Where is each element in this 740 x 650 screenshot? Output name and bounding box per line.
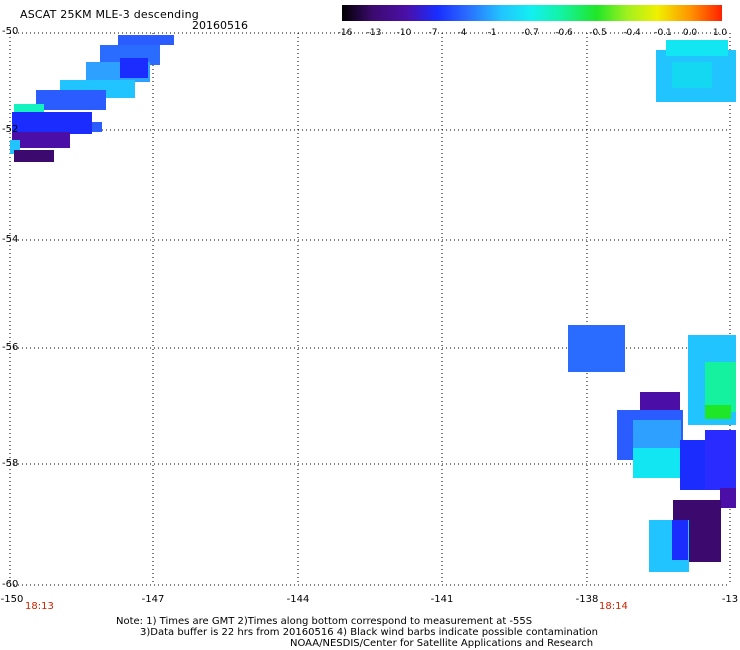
swath-upper-left bbox=[10, 35, 174, 162]
lon-label: -144 bbox=[286, 594, 310, 605]
map-date: 20160516 bbox=[192, 19, 248, 32]
colorbar-label: -16 bbox=[337, 28, 353, 38]
note-line-3: NOAA/NESDIS/Center for Satellite Applica… bbox=[290, 638, 594, 649]
lat-label: -60 bbox=[2, 579, 19, 590]
colorbar bbox=[342, 5, 722, 21]
colorbar-label: -4 bbox=[457, 28, 467, 38]
lon-label: -13 bbox=[721, 594, 739, 605]
lat-label: -52 bbox=[2, 124, 19, 135]
colorbar-label: 1.0 bbox=[712, 28, 728, 38]
lon-label: -141 bbox=[430, 594, 454, 605]
map-title: ASCAT 25KM MLE-3 descending bbox=[20, 8, 199, 21]
graticule bbox=[9, 32, 731, 586]
colorbar-label: -13 bbox=[366, 28, 382, 38]
swath-upper-right bbox=[656, 40, 736, 102]
colorbar-label: -0.5 bbox=[589, 28, 607, 38]
lat-label: -50 bbox=[2, 26, 19, 37]
swath-lower-right bbox=[568, 325, 736, 572]
colorbar-label: -0.1 bbox=[654, 28, 672, 38]
colorbar-label: -10 bbox=[396, 28, 412, 38]
colorbar-label: -0.4 bbox=[623, 28, 641, 38]
time-label-right: 18:14 bbox=[599, 601, 628, 612]
note-line-2: 3)Data buffer is 22 hrs from 20160516 4)… bbox=[140, 627, 598, 638]
lon-label: -147 bbox=[141, 594, 165, 605]
note-line-1: Note: 1) Times are GMT 2)Times along bot… bbox=[116, 616, 533, 627]
lon-label: -138 bbox=[575, 594, 599, 605]
lon-label: -150 bbox=[0, 594, 24, 605]
colorbar-label: -0.7 bbox=[521, 28, 539, 38]
colorbar-label: -1 bbox=[487, 28, 497, 38]
lat-label: -58 bbox=[2, 458, 19, 469]
colorbar-label: -7 bbox=[428, 28, 438, 38]
colorbar-label: 0.0 bbox=[682, 28, 698, 38]
time-label-left: 18:13 bbox=[25, 601, 54, 612]
lat-label: -56 bbox=[2, 342, 19, 353]
colorbar-label: -0.6 bbox=[555, 28, 573, 38]
lat-label: -54 bbox=[2, 234, 19, 245]
